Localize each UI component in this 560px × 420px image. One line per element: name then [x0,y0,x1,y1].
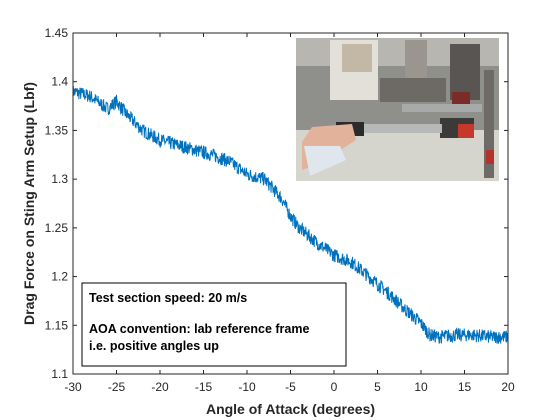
data-point [429,335,430,336]
x-tick-label: 5 [374,380,381,394]
data-point [438,337,439,338]
y-tick-label: 1.4 [51,75,68,89]
data-point [247,174,248,175]
data-point [473,335,474,336]
data-point [125,113,126,114]
series-line [72,85,509,344]
ticks-layer: -30 -25 -20 -15 -10 -5 0 5 10 15 20 1.1 1.15 1.2 1.25 1… [45,26,515,394]
data-point [403,307,404,308]
data-point [316,242,317,243]
annotation-line-3: i.e. positive angles up [89,339,219,353]
annotation-box: Test section speed: 20 m/s AOA conventio… [81,282,347,367]
x-tick-label: 20 [501,380,515,394]
y-tick-label: 1.45 [45,26,69,40]
x-tick-label: 0 [331,380,338,394]
data-point [194,150,195,151]
y-tick-label: 1.25 [45,221,69,235]
y-tick-label: 1.3 [51,172,68,186]
y-tick-label: 1.2 [51,270,68,284]
data-point [212,154,213,155]
data-point [160,140,161,141]
annotation-line-1: Test section speed: 20 m/s [89,291,247,305]
data-point [290,216,291,217]
data-point [177,145,178,146]
data-point [281,198,282,199]
y-tick-label: 1.1 [51,367,68,381]
x-tick-label: -25 [108,380,126,394]
x-tick-label: -20 [151,380,169,394]
x-tick-label: 10 [414,380,428,394]
x-axis-title: Angle of Attack (degrees) [206,401,375,417]
x-tick-label: 15 [458,380,472,394]
annotation-line-2: AOA convention: lab reference frame [89,322,309,336]
data-point [351,262,352,263]
data-point [90,96,91,97]
x-tick-label: -30 [64,380,82,394]
y-tick-label: 1.15 [45,318,69,332]
data-point [368,276,369,277]
data-point [229,161,230,162]
data-point [107,109,108,110]
data-point [490,337,491,338]
data-layer [72,85,509,344]
data-point [264,179,265,180]
data-point [142,130,143,131]
data-point [421,323,422,324]
x-tick-label: -15 [195,380,213,394]
data-point [334,255,335,256]
data-point [386,291,387,292]
data-point [299,228,300,229]
y-axis-title: Drag Force on Sting Arm Setup (Lbf) [21,82,37,325]
x-tick-label: -10 [238,380,256,394]
y-tick-label: 1.35 [45,123,69,137]
data-point [116,101,117,102]
inset-photo [296,38,499,181]
data-point [455,335,456,336]
x-tick-label: -5 [285,380,296,394]
